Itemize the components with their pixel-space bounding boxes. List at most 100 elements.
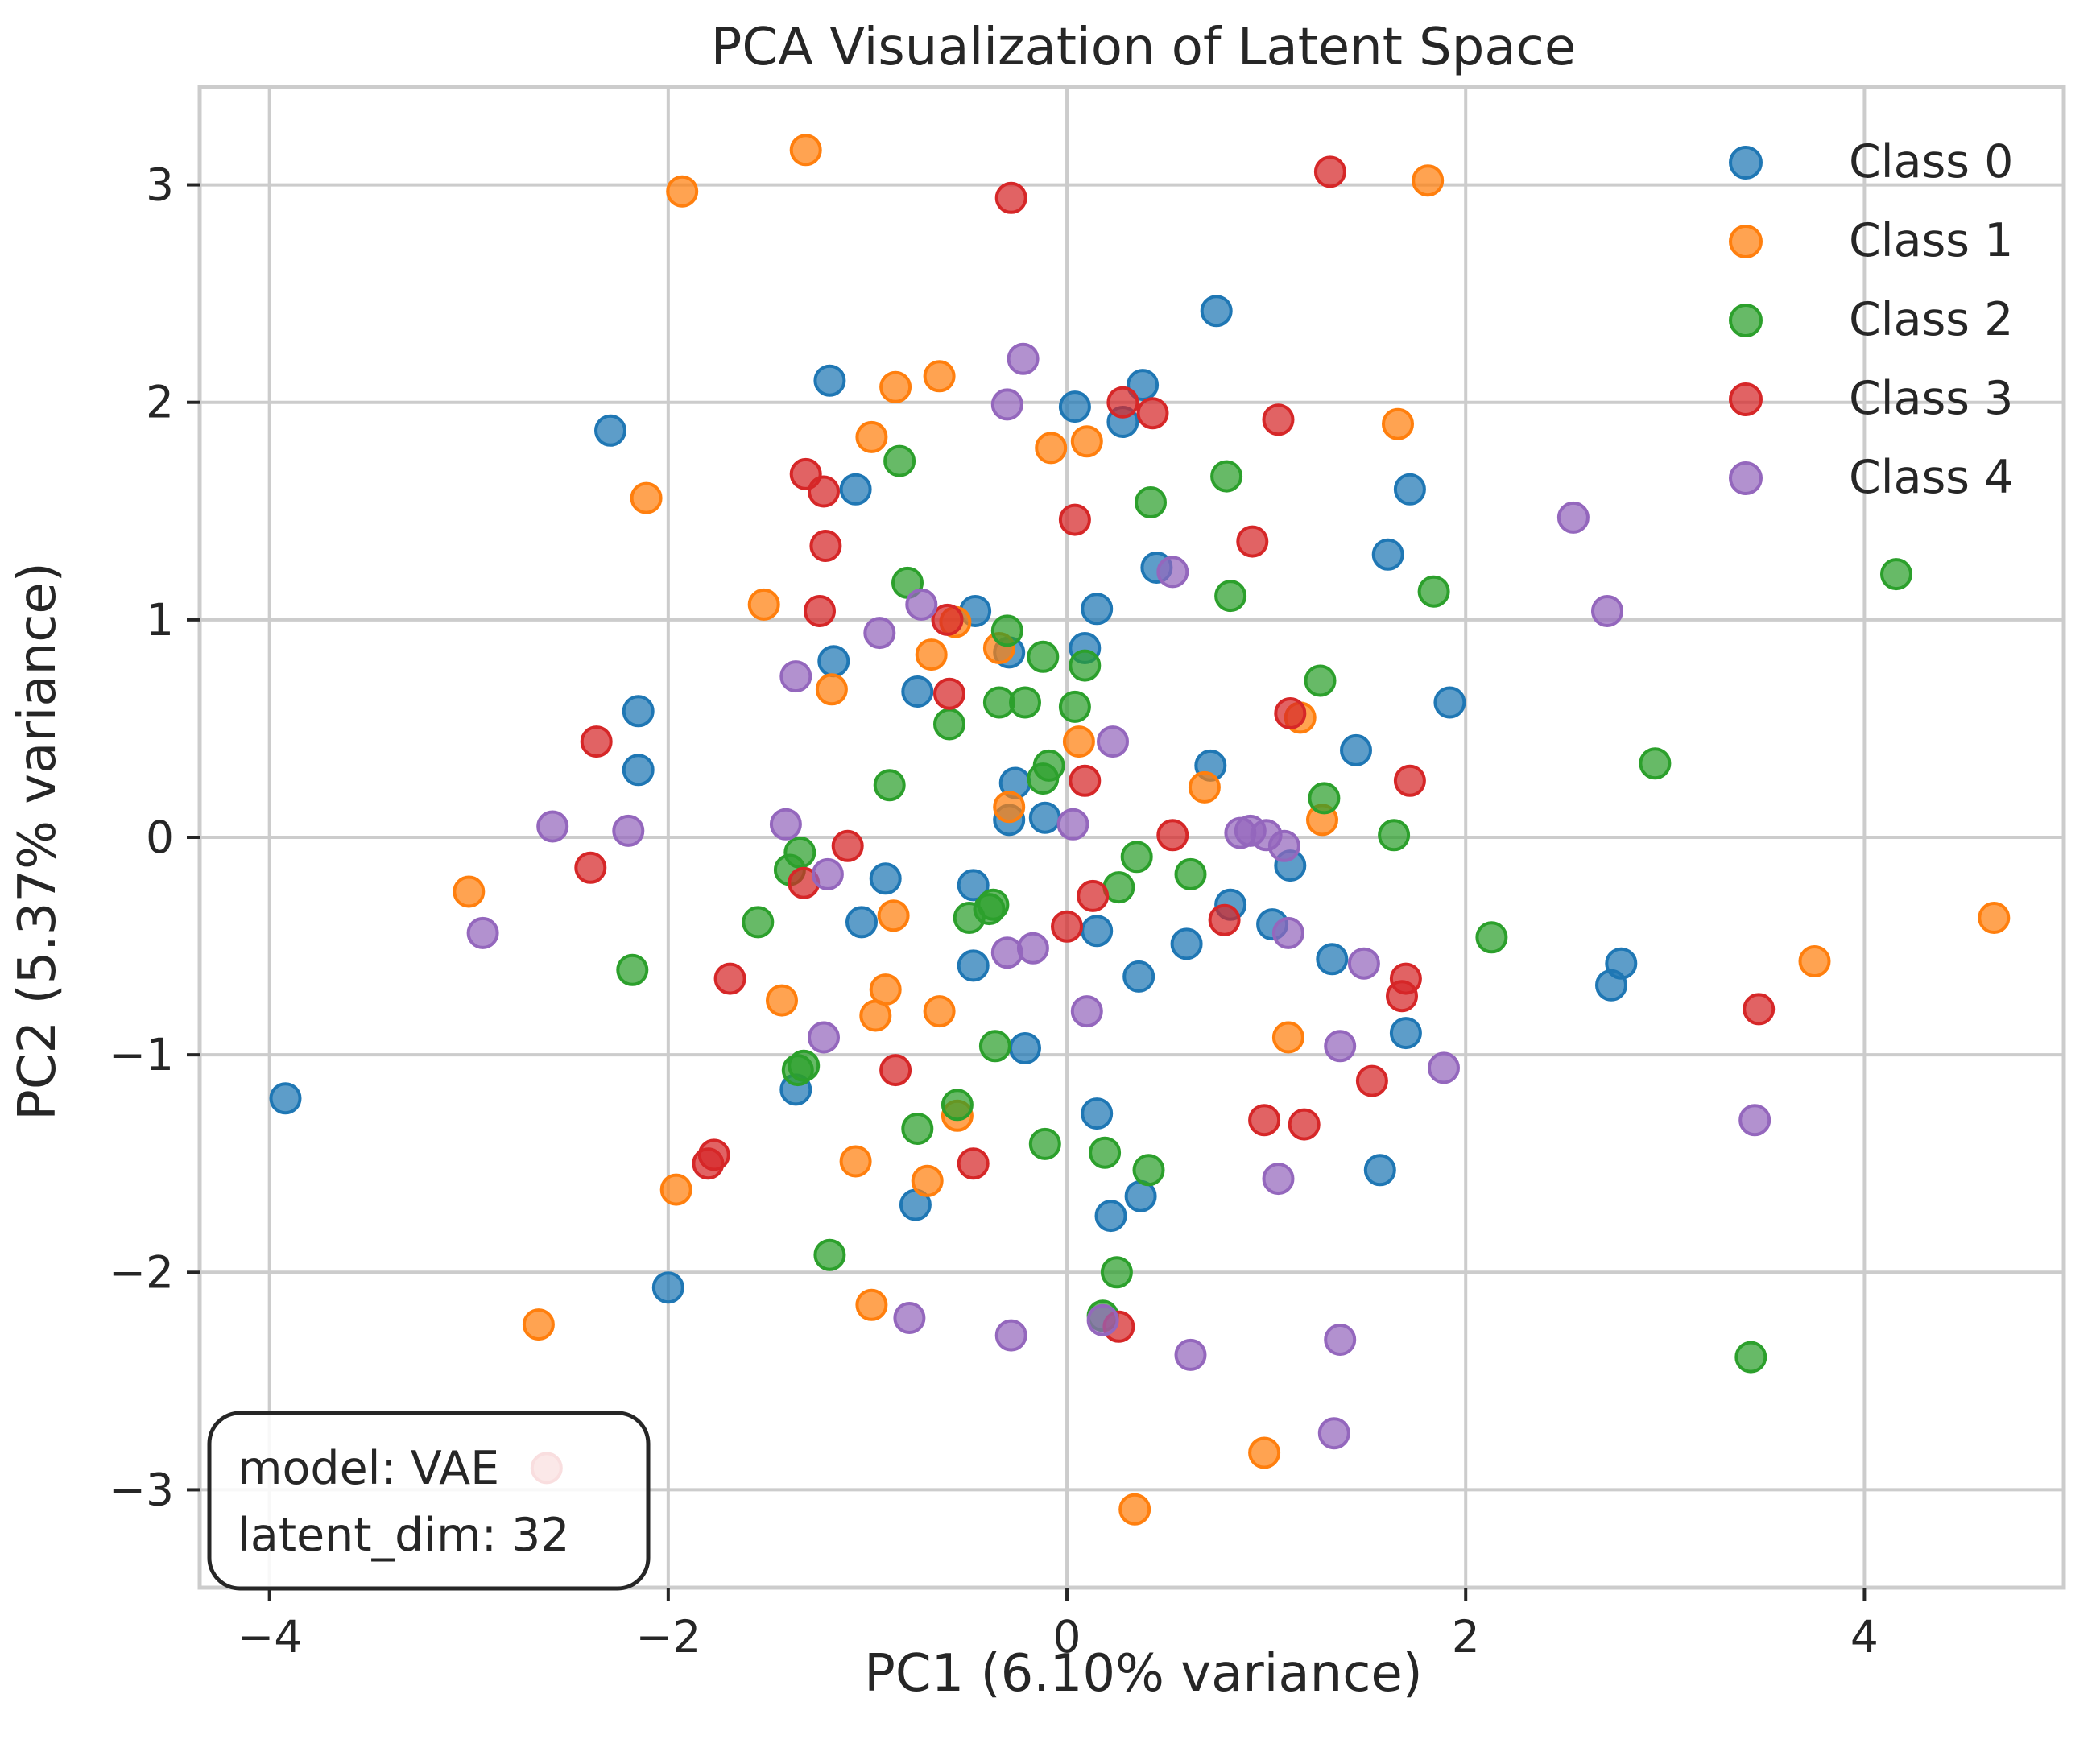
- model-info-line: model: VAE: [238, 1442, 499, 1495]
- data-point: [1313, 155, 1346, 188]
- data-point: [1798, 945, 1831, 977]
- data-point: [923, 360, 956, 393]
- legend-label: Class 2: [1849, 293, 2013, 346]
- data-point: [905, 588, 938, 621]
- data-point: [659, 1173, 692, 1206]
- x-tick-label: −4: [237, 1611, 302, 1663]
- data-point: [1412, 164, 1445, 197]
- y-axis-label: PC2 (5.37% variance): [8, 562, 68, 1120]
- data-point: [993, 791, 1026, 824]
- legend-label: Class 4: [1849, 451, 2013, 504]
- data-point: [536, 810, 569, 843]
- data-point: [978, 1030, 1011, 1063]
- data-point: [1433, 686, 1466, 719]
- data-point: [1174, 857, 1207, 890]
- data-point: [1274, 697, 1307, 729]
- y-tick-label: −3: [109, 1464, 174, 1515]
- data-point: [616, 953, 649, 986]
- data-point: [1556, 501, 1590, 534]
- data-point: [1132, 1154, 1165, 1187]
- data-point: [1347, 947, 1380, 980]
- data-point: [789, 134, 822, 167]
- data-point: [1304, 664, 1337, 697]
- data-point: [1317, 1417, 1350, 1450]
- data-point: [1135, 486, 1167, 518]
- data-point: [855, 420, 888, 453]
- data-point: [994, 181, 1027, 214]
- data-point: [1363, 1154, 1396, 1187]
- data-point: [1136, 397, 1169, 430]
- data-point: [855, 1288, 888, 1321]
- data-point: [1086, 1303, 1119, 1336]
- data-point: [1595, 969, 1627, 1002]
- data-point: [612, 814, 645, 847]
- data-point: [1393, 764, 1426, 797]
- data-point: [1058, 690, 1091, 723]
- data-point: [1120, 841, 1153, 874]
- data-point: [1062, 725, 1095, 758]
- data-point: [269, 1082, 302, 1115]
- data-point: [869, 862, 902, 895]
- data-point: [1106, 386, 1139, 419]
- data-point: [1056, 808, 1089, 841]
- data-point: [957, 949, 990, 982]
- data-point: [1262, 403, 1295, 436]
- data-point: [1188, 770, 1221, 804]
- data-point: [1035, 432, 1068, 465]
- data-point: [1156, 819, 1189, 852]
- data-point: [817, 645, 850, 678]
- data-point: [622, 754, 655, 787]
- data-point: [1880, 558, 1912, 591]
- data-point: [1028, 801, 1061, 834]
- data-point: [1378, 819, 1411, 852]
- legend-label: Class 1: [1849, 214, 2013, 267]
- data-point: [863, 617, 896, 650]
- series-class-3: [530, 155, 1776, 1485]
- data-point: [1738, 1104, 1771, 1137]
- data-point: [1097, 725, 1129, 758]
- data-point: [713, 962, 746, 995]
- y-tick-label: 3: [146, 159, 174, 211]
- data-point: [522, 1308, 555, 1341]
- data-point: [1127, 369, 1160, 402]
- data-point: [1070, 425, 1103, 458]
- data-point: [1051, 910, 1083, 943]
- legend-label: Class 0: [1849, 135, 2013, 188]
- data-point: [1417, 575, 1450, 608]
- data-point: [1007, 342, 1040, 375]
- data-point: [1591, 595, 1623, 627]
- y-tick-label: 1: [146, 594, 174, 646]
- data-point: [1009, 686, 1041, 719]
- data-point: [953, 902, 986, 934]
- data-point: [1371, 538, 1404, 571]
- data-point: [813, 1238, 846, 1271]
- data-point: [1978, 902, 2011, 934]
- data-point: [804, 595, 836, 627]
- data-point: [859, 999, 892, 1032]
- legend: Class 0 Class 1 Class 2 Class 3 Class 4: [1729, 135, 2013, 504]
- data-point: [1355, 1064, 1388, 1097]
- model-info-box-frame: [207, 1411, 651, 1591]
- data-point: [990, 388, 1023, 421]
- data-point: [1271, 1021, 1304, 1054]
- legend-marker: [1729, 382, 1763, 416]
- legend-marker: [1729, 461, 1763, 495]
- axis-ticks: −4 −2 0 2 4 −3 −2 −1 0 1 2 3: [109, 159, 1879, 1663]
- data-point: [1316, 943, 1349, 976]
- data-point: [815, 673, 848, 706]
- model-info-box: model: VAE latent_dim: 32: [207, 1411, 651, 1591]
- data-point: [933, 708, 965, 741]
- data-point: [994, 1319, 1027, 1352]
- data-point: [1156, 556, 1189, 589]
- data-point: [831, 829, 864, 862]
- data-point: [1639, 747, 1672, 780]
- data-point: [1094, 1200, 1127, 1233]
- data-point: [1009, 1032, 1041, 1064]
- x-tick-label: −2: [635, 1611, 701, 1663]
- data-point: [809, 530, 842, 562]
- chart-title: PCA Visualization of Latent Space: [711, 18, 1576, 77]
- data-point: [1308, 782, 1341, 815]
- data-point: [1324, 1030, 1357, 1063]
- data-point: [845, 906, 878, 939]
- data-point: [1340, 733, 1372, 766]
